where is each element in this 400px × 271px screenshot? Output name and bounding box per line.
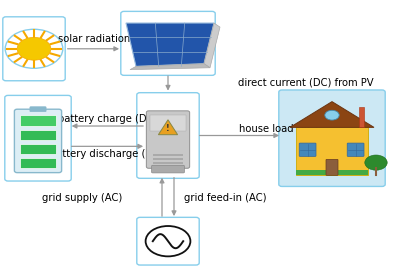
FancyBboxPatch shape bbox=[153, 158, 183, 160]
FancyBboxPatch shape bbox=[347, 143, 364, 156]
FancyBboxPatch shape bbox=[146, 111, 190, 168]
Circle shape bbox=[325, 110, 339, 120]
Polygon shape bbox=[296, 127, 368, 175]
Text: grid feed-in (AC): grid feed-in (AC) bbox=[184, 193, 266, 203]
Polygon shape bbox=[130, 64, 210, 70]
FancyBboxPatch shape bbox=[14, 109, 62, 173]
FancyBboxPatch shape bbox=[152, 165, 184, 173]
Circle shape bbox=[146, 226, 190, 256]
Text: solar radiation: solar radiation bbox=[58, 34, 130, 44]
Text: grid supply (AC): grid supply (AC) bbox=[42, 193, 122, 203]
FancyBboxPatch shape bbox=[30, 107, 46, 112]
FancyBboxPatch shape bbox=[299, 143, 316, 156]
Circle shape bbox=[17, 37, 51, 60]
FancyBboxPatch shape bbox=[150, 115, 186, 131]
FancyBboxPatch shape bbox=[5, 95, 71, 181]
FancyBboxPatch shape bbox=[121, 11, 215, 75]
FancyBboxPatch shape bbox=[20, 130, 56, 140]
Polygon shape bbox=[359, 107, 364, 127]
Polygon shape bbox=[126, 23, 214, 66]
FancyBboxPatch shape bbox=[279, 90, 385, 186]
Polygon shape bbox=[158, 120, 178, 135]
FancyBboxPatch shape bbox=[137, 217, 199, 265]
Polygon shape bbox=[296, 170, 368, 175]
FancyBboxPatch shape bbox=[326, 159, 338, 175]
Text: battery charge (DC): battery charge (DC) bbox=[58, 114, 157, 124]
FancyBboxPatch shape bbox=[153, 154, 183, 156]
Text: direct current (DC) from PV: direct current (DC) from PV bbox=[238, 78, 374, 88]
Circle shape bbox=[365, 155, 387, 170]
FancyBboxPatch shape bbox=[3, 17, 65, 81]
FancyBboxPatch shape bbox=[20, 144, 56, 154]
Polygon shape bbox=[204, 23, 220, 68]
Text: !: ! bbox=[166, 124, 170, 133]
FancyBboxPatch shape bbox=[20, 158, 56, 168]
FancyBboxPatch shape bbox=[153, 162, 183, 164]
Text: battery discharge (DC): battery discharge (DC) bbox=[50, 149, 164, 159]
Polygon shape bbox=[290, 102, 374, 127]
Circle shape bbox=[5, 29, 63, 68]
Text: house load (AC): house load (AC) bbox=[239, 124, 318, 134]
FancyBboxPatch shape bbox=[20, 115, 56, 126]
FancyBboxPatch shape bbox=[137, 93, 199, 178]
